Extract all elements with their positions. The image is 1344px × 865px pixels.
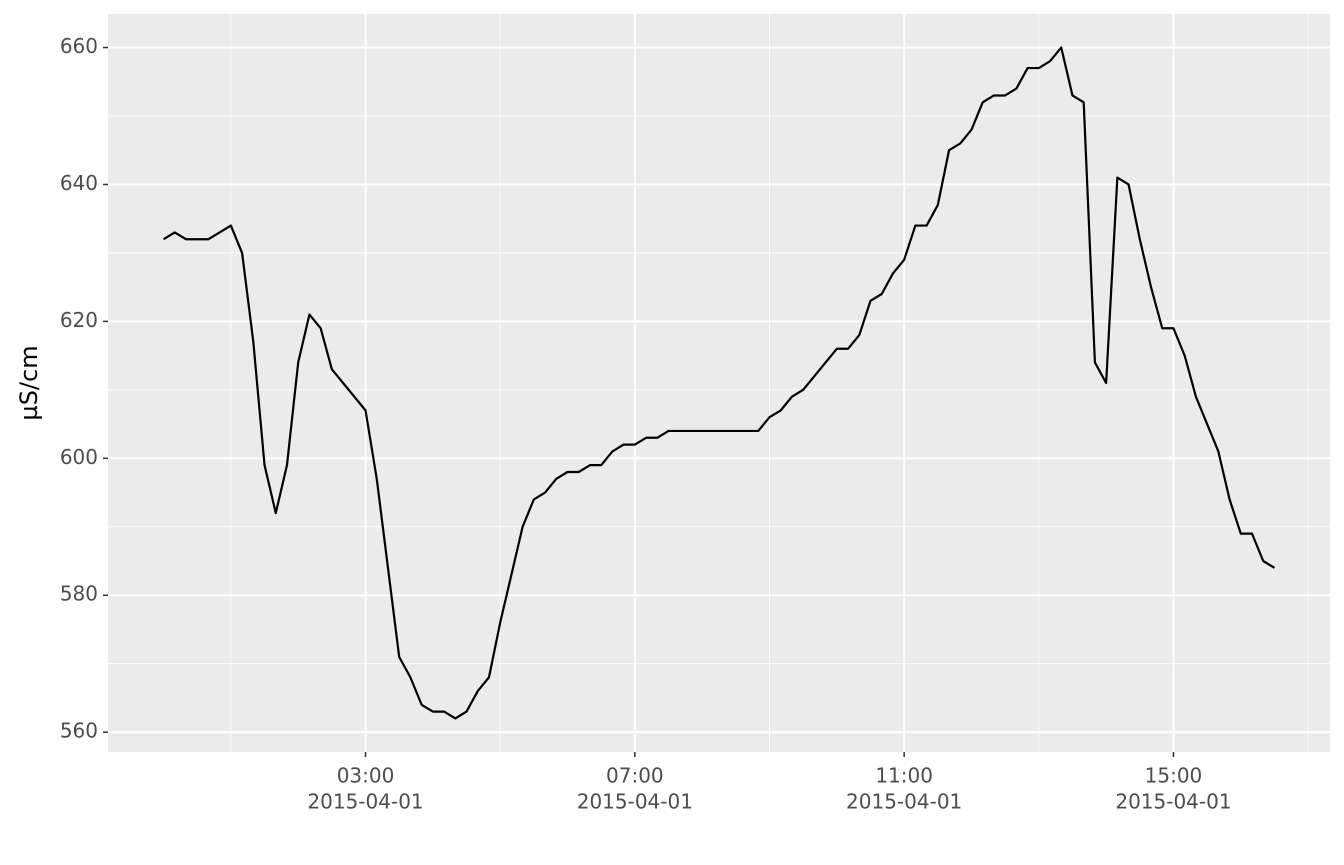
x-tick-label: 2015-04-01 bbox=[577, 790, 693, 814]
y-tick-label: 640 bbox=[60, 171, 98, 195]
y-axis-label: µS/cm bbox=[15, 345, 43, 420]
x-tick-label: 15:00 bbox=[1145, 764, 1203, 788]
x-tick-label: 11:00 bbox=[875, 764, 933, 788]
y-tick-label: 560 bbox=[60, 719, 98, 743]
x-tick-label: 2015-04-01 bbox=[846, 790, 962, 814]
x-tick-label: 07:00 bbox=[606, 764, 664, 788]
data-line bbox=[162, 46, 1276, 720]
y-tick-label: 620 bbox=[60, 308, 98, 332]
y-tick-label: 580 bbox=[60, 582, 98, 606]
x-tick-label: 03:00 bbox=[337, 764, 395, 788]
x-tick-label: 2015-04-01 bbox=[1115, 790, 1231, 814]
x-tick-label: 2015-04-01 bbox=[307, 790, 423, 814]
panel bbox=[108, 14, 1330, 752]
y-tick-label: 660 bbox=[60, 34, 98, 58]
y-tick-label: 600 bbox=[60, 445, 98, 469]
